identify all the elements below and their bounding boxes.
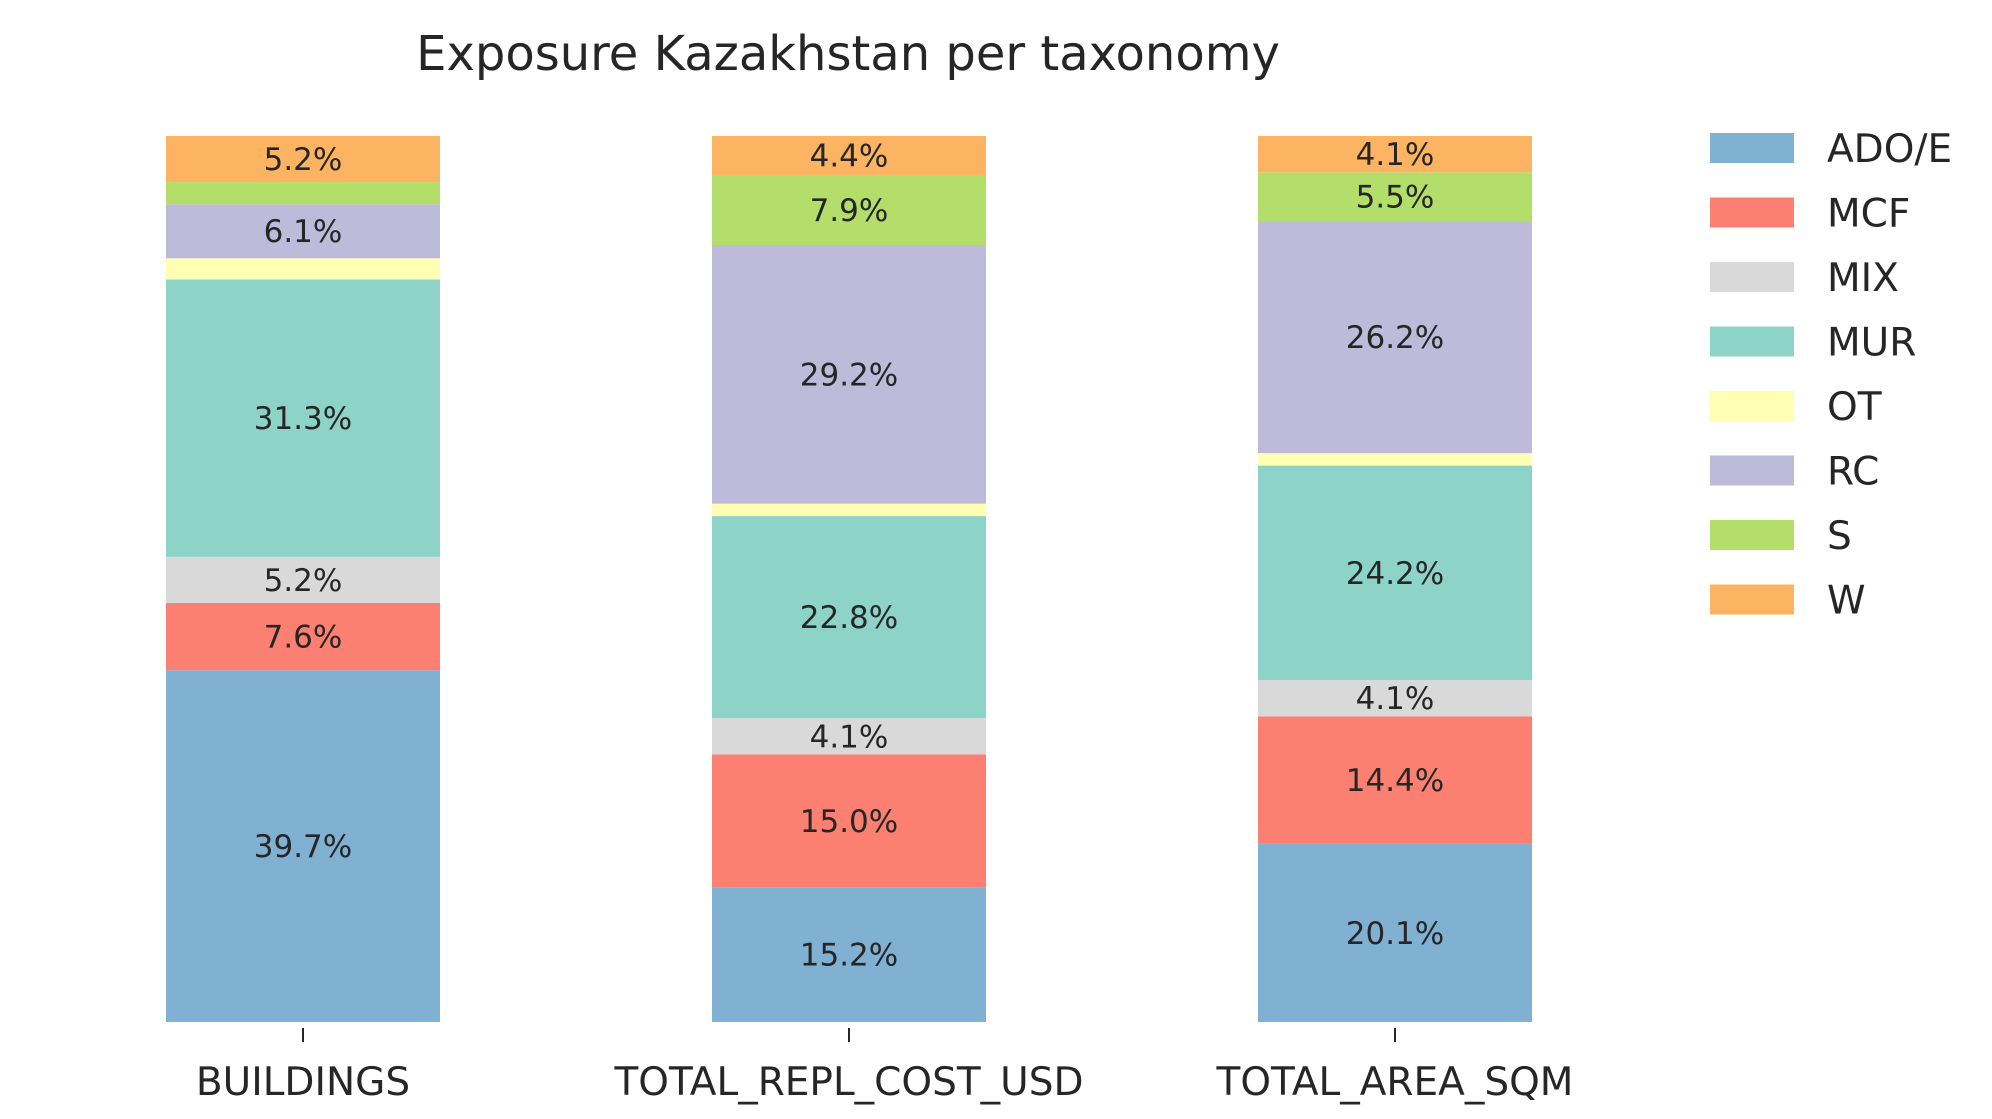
bar-segment-mcf-total-repl-cost-usd xyxy=(712,754,986,888)
bar-segment-ot-total-area-sqm xyxy=(1258,453,1532,466)
bar-segment-ot-buildings xyxy=(166,258,440,280)
legend-label: MIX xyxy=(1827,256,1899,301)
legend-label: W xyxy=(1827,579,1866,624)
bar-segment-mur-total-area-sqm xyxy=(1258,465,1532,681)
bar-segment-rc-total-repl-cost-usd xyxy=(712,244,986,504)
legend-swatch-s xyxy=(1710,520,1794,550)
data-label: 20.1% xyxy=(1346,916,1444,952)
bar-segment-rc-buildings xyxy=(166,204,440,259)
legend-label: MCF xyxy=(1827,192,1910,237)
bar-segment-w-total-area-sqm xyxy=(1258,136,1532,173)
legend-swatch-rc xyxy=(1710,455,1794,486)
data-label: 5.2% xyxy=(264,563,343,599)
data-label: 39.7% xyxy=(254,829,352,865)
bar-segment-mix-buildings xyxy=(166,556,440,603)
bar-segment-rc-total-area-sqm xyxy=(1258,221,1532,454)
data-label: 4.1% xyxy=(810,719,889,755)
data-label: 5.5% xyxy=(1356,180,1435,216)
legend-swatch-w xyxy=(1710,584,1794,615)
bars-group: 39.7% 7.6% 5.2% 31.3% 6.1% 5.2% 15.2% 15.0% 4.1%… xyxy=(166,136,1532,1022)
bar-segment-w-total-repl-cost-usd xyxy=(712,136,986,175)
data-label: 4.4% xyxy=(810,138,889,174)
legend-label: RC xyxy=(1827,450,1879,495)
bar-segment-ot-total-repl-cost-usd xyxy=(712,503,986,517)
data-label: 22.8% xyxy=(800,600,898,636)
legend-label: S xyxy=(1827,514,1852,559)
bar-segment-mur-buildings xyxy=(166,279,440,557)
bar-segment-mix-total-area-sqm xyxy=(1258,680,1532,717)
legend: ADO/E MCF MIX MUR OT RC SW xyxy=(1710,127,1952,624)
data-label: 29.2% xyxy=(800,357,898,393)
data-label: 4.1% xyxy=(1356,137,1435,173)
bar-segment-mix-total-repl-cost-usd xyxy=(712,718,986,755)
bar-segment-s-total-repl-cost-usd xyxy=(712,174,986,245)
legend-swatch-ado-e xyxy=(1710,133,1794,163)
legend-swatch-mur xyxy=(1710,326,1794,357)
data-label: 5.2% xyxy=(264,142,343,178)
x-tick-label: TOTAL_AREA_SQM xyxy=(1216,1060,1574,1105)
data-label: 7.9% xyxy=(810,193,889,229)
bar-segment-ado-e-total-repl-cost-usd xyxy=(712,887,986,1022)
legend-swatch-ot xyxy=(1710,391,1794,421)
data-label: 31.3% xyxy=(254,401,352,437)
legend-label: ADO/E xyxy=(1827,127,1952,172)
x-tick-label: TOTAL_REPL_COST_USD xyxy=(613,1060,1083,1105)
bar-segment-mur-total-repl-cost-usd xyxy=(712,516,986,719)
data-label: 7.6% xyxy=(264,620,343,656)
chart-title: Exposure Kazakhstan per taxonomy xyxy=(416,26,1280,82)
legend-swatch-mix xyxy=(1710,262,1794,292)
bar-segment-s-buildings xyxy=(166,182,440,205)
legend-label: OT xyxy=(1827,385,1882,430)
data-label: 24.2% xyxy=(1346,556,1444,592)
bar-segment-mcf-total-area-sqm xyxy=(1258,716,1532,844)
data-label: 4.1% xyxy=(1356,681,1435,717)
bar-segment-ado-e-buildings xyxy=(166,670,440,1022)
bar-segment-s-total-area-sqm xyxy=(1258,172,1532,222)
x-axis: BUILDINGS TOTAL_REPL_COST_USD TOTAL_AREA_S… xyxy=(196,1028,1574,1105)
legend-label: MUR xyxy=(1827,321,1916,366)
data-label: 26.2% xyxy=(1346,320,1444,356)
data-label: 14.4% xyxy=(1346,763,1444,799)
data-label: 15.0% xyxy=(800,804,898,840)
bar-segment-ado-e-total-area-sqm xyxy=(1258,843,1532,1022)
x-tick-label: BUILDINGS xyxy=(196,1060,410,1105)
data-label: 15.2% xyxy=(800,938,898,974)
legend-swatch-mcf xyxy=(1710,197,1794,228)
bar-segment-w-buildings xyxy=(166,136,440,183)
bar-segment-mcf-buildings xyxy=(166,602,440,671)
data-label: 6.1% xyxy=(264,214,343,250)
